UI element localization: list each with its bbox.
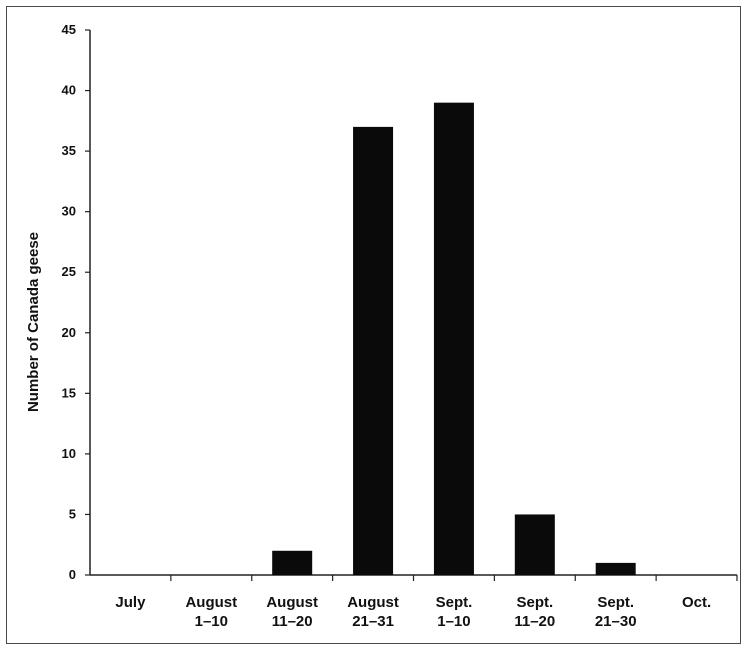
x-tick-label-line: Sept. (597, 594, 634, 611)
bar (353, 126, 394, 575)
x-tick-label: Sept. 11–20 (514, 594, 555, 630)
x-tick-label-line: Sept. (436, 594, 473, 611)
bar (595, 562, 636, 575)
x-tick-label-line: August (266, 594, 318, 611)
y-tick-label: 25 (62, 264, 76, 279)
x-tick-label-line: 21–31 (352, 613, 394, 630)
y-axis-title: Number of Canada geese (25, 232, 42, 412)
y-tick-label: 35 (62, 143, 76, 158)
bar (514, 514, 555, 575)
x-tick-label-line: August (347, 594, 399, 611)
y-tick-label: 15 (62, 385, 76, 400)
x-tick-label-line: August (185, 594, 237, 611)
x-tick-label-line: Oct. (682, 594, 711, 611)
x-tick-label-line: 1–10 (437, 613, 470, 630)
x-tick-label: Sept. 21–30 (595, 594, 637, 630)
x-tick-label: July (115, 594, 146, 611)
x-tick-label-line: 11–20 (272, 613, 313, 630)
x-tick-label: August 21–31 (347, 594, 399, 630)
x-tick-label-line: Sept. (516, 594, 553, 611)
x-tick-label: Sept. 1–10 (436, 594, 473, 630)
y-tick-label: 20 (62, 325, 76, 340)
bar (433, 102, 474, 576)
x-tick-labels: July August 1–10 August 11–20 August 21–31 Sept… (115, 594, 711, 630)
x-tick-label: Oct. (682, 594, 711, 611)
x-ticks (170, 575, 738, 581)
y-tick-label: 40 (62, 83, 76, 98)
x-tick-label-line: 21–30 (595, 613, 637, 630)
y-tick-label: 0 (69, 567, 76, 582)
x-tick-label-line: 11–20 (514, 613, 555, 630)
bar (272, 550, 313, 575)
y-tick-label: 10 (62, 446, 76, 461)
x-tick-label-line: July (115, 594, 146, 611)
y-tick-label: 45 (62, 22, 76, 37)
bars (272, 102, 636, 576)
x-tick-label: August 1–10 (185, 594, 237, 630)
y-tick-label: 5 (69, 506, 76, 521)
y-tick-label: 30 (62, 204, 76, 219)
y-ticks: 0 5 10 15 20 25 30 35 40 45 (62, 22, 90, 582)
x-tick-label-line: 1–10 (195, 613, 228, 630)
x-tick-label: August 11–20 (266, 594, 318, 630)
